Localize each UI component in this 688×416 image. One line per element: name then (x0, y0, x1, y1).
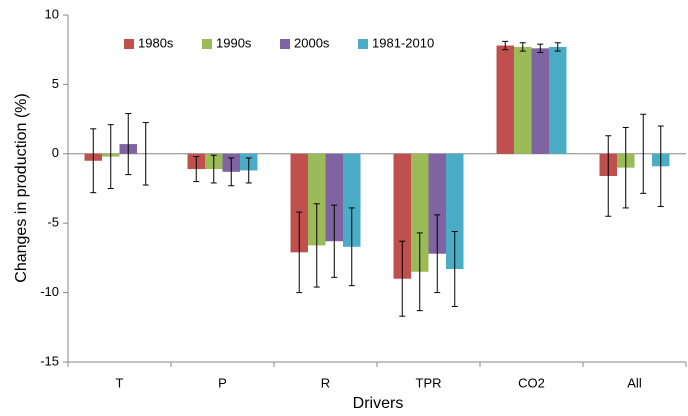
bar (549, 46, 567, 154)
legend-swatch (202, 39, 212, 49)
bar (325, 153, 343, 242)
bar (343, 153, 361, 247)
x-tick-label: R (321, 375, 330, 390)
bar (514, 46, 532, 154)
y-tick-label: -15 (40, 353, 59, 368)
legend-swatch (358, 39, 368, 49)
y-tick-label: 0 (52, 145, 59, 160)
x-tick-label: TPR (416, 375, 442, 390)
y-tick-label: -10 (40, 284, 59, 299)
y-tick-label: 10 (45, 6, 59, 21)
legend-label: 1980s (138, 35, 174, 50)
legend-label: 2000s (294, 35, 330, 50)
legend-label: 1981-2010 (372, 35, 434, 50)
legend-swatch (280, 39, 290, 49)
x-axis-label: Drivers (353, 395, 404, 412)
y-tick-label: 5 (52, 76, 59, 91)
x-tick-label: All (627, 375, 642, 390)
bar (531, 48, 549, 154)
x-tick-label: T (116, 375, 124, 390)
bar (411, 153, 429, 272)
bar (290, 153, 308, 253)
bar (308, 153, 326, 246)
bar (393, 153, 411, 279)
legend-swatch (124, 39, 134, 49)
y-tick-label: -5 (47, 215, 59, 230)
x-tick-label: P (218, 375, 227, 390)
bar (496, 45, 514, 154)
x-tick-label: CO2 (518, 375, 545, 390)
legend-label: 1990s (216, 35, 252, 50)
bar (428, 153, 446, 254)
y-axis-label: Changes in production (%) (13, 93, 30, 282)
bar (446, 153, 464, 270)
